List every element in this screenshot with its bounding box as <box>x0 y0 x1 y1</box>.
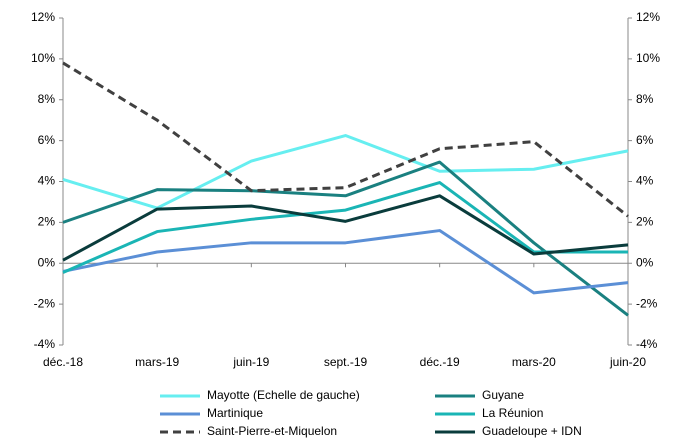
legend-label: Guyane <box>482 388 524 402</box>
y2-tick-label: -2% <box>636 296 658 310</box>
legend-label: La Réunion <box>482 406 543 420</box>
series-line <box>62 194 629 262</box>
y2-tick-label: 12% <box>636 10 660 24</box>
y-tick-label: 2% <box>38 215 56 229</box>
y2-tick-label: -4% <box>636 337 658 351</box>
legend-label: Martinique <box>207 406 263 420</box>
y2-tick-label: 8% <box>636 92 654 106</box>
x-tick-label: sept.-19 <box>324 355 368 369</box>
y-tick-label: -4% <box>34 337 56 351</box>
y-tick-label: -2% <box>34 296 56 310</box>
y-tick-label: 10% <box>31 51 55 65</box>
y2-tick-label: 0% <box>636 255 654 269</box>
series-line <box>62 229 629 295</box>
x-tick-label: mars-20 <box>512 355 556 369</box>
series-line <box>62 61 629 218</box>
x-tick-label: juin-19 <box>232 355 269 369</box>
y2-tick-label: 2% <box>636 215 654 229</box>
y2-tick-label: 10% <box>636 51 660 65</box>
y2-tick-label: 6% <box>636 133 654 147</box>
x-tick-label: mars-19 <box>135 355 179 369</box>
y-tick-label: 6% <box>38 133 56 147</box>
legend-label: Saint-Pierre-et-Miquelon <box>207 424 337 438</box>
x-tick-label: déc.-18 <box>43 355 83 369</box>
y-tick-label: 4% <box>38 174 56 188</box>
y-tick-label: 8% <box>38 92 56 106</box>
x-tick-label: déc.-19 <box>420 355 460 369</box>
y-tick-label: 0% <box>38 255 56 269</box>
x-tick-label: juin-20 <box>609 355 646 369</box>
legend-label: Mayotte (Echelle de gauche) <box>207 388 360 402</box>
series-line <box>62 181 628 274</box>
series-line <box>62 160 629 317</box>
y-tick-label: 12% <box>31 10 55 24</box>
legend-label: Guadeloupe + IDN <box>482 424 582 438</box>
y2-tick-label: 4% <box>636 174 654 188</box>
